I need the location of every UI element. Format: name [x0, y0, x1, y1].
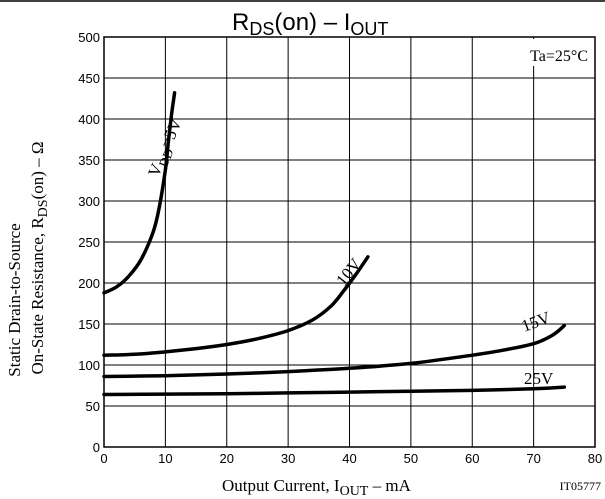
x-tick-label-20: 20: [220, 451, 234, 466]
y-tick-label-450: 450: [78, 71, 100, 86]
x-axis-label: Output Current, IOUT – mA: [222, 476, 412, 499]
y-tick-label-200: 200: [78, 276, 100, 291]
series-label-vdd5v-sub: DD: [155, 146, 176, 169]
y-tick-label-50: 50: [86, 399, 100, 414]
series-label-25v: 25V: [524, 369, 554, 388]
series-group: [102, 91, 567, 397]
y-tick-label-350: 350: [78, 153, 100, 168]
y-tick-label-400: 400: [78, 112, 100, 127]
series-label-vdd5v-tail: =5V: [156, 115, 186, 151]
series-label-15v: 15V: [519, 308, 554, 336]
y-tick-label-500: 500: [78, 30, 100, 45]
title-sub2: OUT: [350, 19, 388, 39]
y-axis-label-line1: Static Drain-to-Source: [5, 223, 24, 376]
y-axis-label-line2: On-State Resistance, RDS(on) – Ω: [28, 141, 51, 374]
x-tick-label-60: 60: [465, 451, 479, 466]
annotation-box: Ta=25°C: [519, 39, 593, 66]
title-mid: (on) – I: [274, 9, 350, 36]
series-line-15v: [102, 323, 567, 379]
chart-title: RDS(on) – IOUT: [232, 9, 388, 39]
grid: [104, 37, 595, 447]
y-tick-label-150: 150: [78, 317, 100, 332]
series-line-10v: [102, 255, 370, 357]
y-axis-label-line2-sub: DS: [36, 199, 51, 217]
x-axis-label-tail: – mA: [368, 476, 411, 495]
x-axis-label-sub: OUT: [340, 484, 369, 499]
x-tick-label-80: 80: [588, 451, 602, 466]
y-axis-label-line2-main: On-State Resistance, R: [28, 217, 47, 375]
y-tick-label-300: 300: [78, 194, 100, 209]
x-axis-label-main: Output Current, I: [222, 476, 340, 495]
x-tick-label-30: 30: [281, 451, 295, 466]
series-line-vdd5v: [102, 91, 177, 295]
plot-frame: [103, 36, 596, 448]
y-tick-label-100: 100: [78, 358, 100, 373]
title-main: R: [232, 9, 249, 36]
annotation-box-bg: [519, 39, 593, 66]
x-tick-label-70: 70: [526, 451, 540, 466]
y-axis-label-line2-tail: (on) – Ω: [28, 141, 47, 199]
series-line-25v: [102, 385, 567, 397]
tick-labels: 0 10 20 30 40 50 60 70 80 0 50 100 150 200 250 300 350 40…: [78, 30, 602, 466]
y-tick-label-0: 0: [93, 440, 100, 455]
y-tick-label-250: 250: [78, 235, 100, 250]
series-label-10v: 10V: [332, 254, 365, 289]
x-tick-label-0: 0: [100, 451, 107, 466]
figure-id: IT05777: [560, 479, 601, 493]
x-tick-label-40: 40: [342, 451, 356, 466]
x-tick-label-50: 50: [404, 451, 418, 466]
x-tick-label-10: 10: [158, 451, 172, 466]
annotation-text: Ta=25°C: [530, 48, 588, 65]
title-sub: DS: [249, 19, 274, 39]
